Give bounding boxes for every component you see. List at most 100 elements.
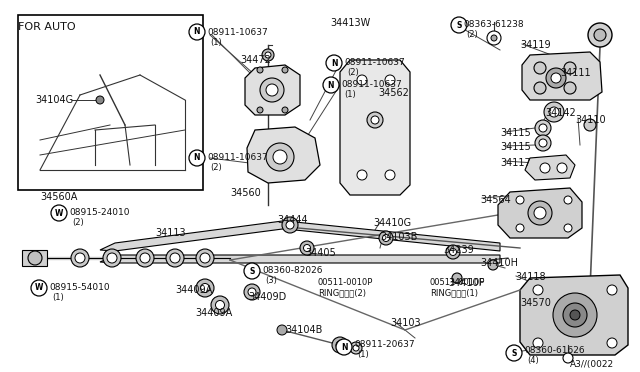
Circle shape xyxy=(248,288,256,296)
Circle shape xyxy=(273,150,287,164)
Text: 34564: 34564 xyxy=(480,195,511,205)
Circle shape xyxy=(266,84,278,96)
Circle shape xyxy=(277,325,287,335)
Circle shape xyxy=(607,338,617,348)
Circle shape xyxy=(216,301,225,310)
Polygon shape xyxy=(100,255,500,263)
Text: 08915-24010: 08915-24010 xyxy=(69,208,129,217)
Text: 34103B: 34103B xyxy=(380,232,417,242)
Text: (2): (2) xyxy=(210,163,221,172)
Circle shape xyxy=(200,253,210,263)
Text: RINGリング(1): RINGリング(1) xyxy=(430,288,478,297)
Circle shape xyxy=(446,245,460,259)
Text: 34110: 34110 xyxy=(575,115,605,125)
Circle shape xyxy=(200,283,209,292)
Circle shape xyxy=(584,119,596,131)
Circle shape xyxy=(326,55,342,71)
Polygon shape xyxy=(525,155,575,180)
Circle shape xyxy=(107,253,117,263)
Text: 08915-54010: 08915-54010 xyxy=(49,283,109,292)
Polygon shape xyxy=(100,220,290,251)
Text: (1): (1) xyxy=(52,293,64,302)
Circle shape xyxy=(350,342,362,354)
Text: W: W xyxy=(55,208,63,218)
Text: 34104G: 34104G xyxy=(35,95,73,105)
Circle shape xyxy=(286,221,294,229)
Text: 34104B: 34104B xyxy=(285,325,323,335)
Circle shape xyxy=(534,82,546,94)
Circle shape xyxy=(196,249,214,267)
Text: 08911-10637: 08911-10637 xyxy=(341,80,402,89)
Circle shape xyxy=(75,253,85,263)
Text: 34117: 34117 xyxy=(500,158,531,168)
Text: 00511-0010P: 00511-0010P xyxy=(430,278,485,287)
Circle shape xyxy=(534,207,546,219)
Circle shape xyxy=(31,280,47,296)
Circle shape xyxy=(594,29,606,41)
Text: 34118: 34118 xyxy=(515,272,546,282)
Text: 34239: 34239 xyxy=(443,245,474,255)
Text: (1): (1) xyxy=(210,38,221,47)
Text: A3//(0022: A3//(0022 xyxy=(570,360,614,369)
Circle shape xyxy=(528,201,552,225)
Circle shape xyxy=(383,234,390,241)
Circle shape xyxy=(564,62,576,74)
Text: S: S xyxy=(250,266,255,276)
Circle shape xyxy=(488,260,498,270)
Circle shape xyxy=(260,78,284,102)
Circle shape xyxy=(540,163,550,173)
Text: 34113: 34113 xyxy=(155,228,186,238)
Text: 34562: 34562 xyxy=(378,88,409,98)
Polygon shape xyxy=(522,52,602,100)
Text: (4): (4) xyxy=(527,356,539,365)
Circle shape xyxy=(336,341,344,349)
Text: 00511-0010P: 00511-0010P xyxy=(318,278,373,287)
Circle shape xyxy=(266,143,294,171)
Circle shape xyxy=(189,150,205,166)
Text: S: S xyxy=(456,20,461,29)
Bar xyxy=(22,250,47,266)
Text: (2): (2) xyxy=(466,30,477,39)
Circle shape xyxy=(244,263,260,279)
Circle shape xyxy=(533,285,543,295)
Circle shape xyxy=(563,303,587,327)
Polygon shape xyxy=(498,188,582,238)
Circle shape xyxy=(516,196,524,204)
Text: (1): (1) xyxy=(357,350,369,359)
Text: 34560: 34560 xyxy=(230,188,260,198)
Text: 34472: 34472 xyxy=(240,55,271,65)
Polygon shape xyxy=(520,275,628,355)
Text: 34409A: 34409A xyxy=(195,308,232,318)
Circle shape xyxy=(170,253,180,263)
Circle shape xyxy=(103,249,121,267)
Circle shape xyxy=(263,75,273,85)
Circle shape xyxy=(533,338,543,348)
Text: S: S xyxy=(511,349,516,357)
Circle shape xyxy=(385,75,395,85)
Circle shape xyxy=(367,112,383,128)
Polygon shape xyxy=(247,127,320,183)
Text: 08911-10637: 08911-10637 xyxy=(344,58,404,67)
Circle shape xyxy=(257,67,263,73)
Circle shape xyxy=(564,224,572,232)
Circle shape xyxy=(303,244,310,251)
Circle shape xyxy=(244,284,260,300)
Circle shape xyxy=(189,24,205,40)
Circle shape xyxy=(357,170,367,180)
Text: 34413W: 34413W xyxy=(330,18,371,28)
Text: 34444: 34444 xyxy=(277,215,308,225)
Circle shape xyxy=(449,248,456,256)
Circle shape xyxy=(353,345,359,351)
Circle shape xyxy=(607,285,617,295)
Circle shape xyxy=(140,253,150,263)
Polygon shape xyxy=(245,65,300,115)
Circle shape xyxy=(516,224,524,232)
Polygon shape xyxy=(340,60,410,195)
Circle shape xyxy=(506,345,522,361)
Text: 08911-20637: 08911-20637 xyxy=(354,340,415,349)
Circle shape xyxy=(51,205,67,221)
Circle shape xyxy=(535,120,551,136)
Circle shape xyxy=(300,241,314,255)
Circle shape xyxy=(71,249,89,267)
Text: 34142: 34142 xyxy=(545,108,576,118)
